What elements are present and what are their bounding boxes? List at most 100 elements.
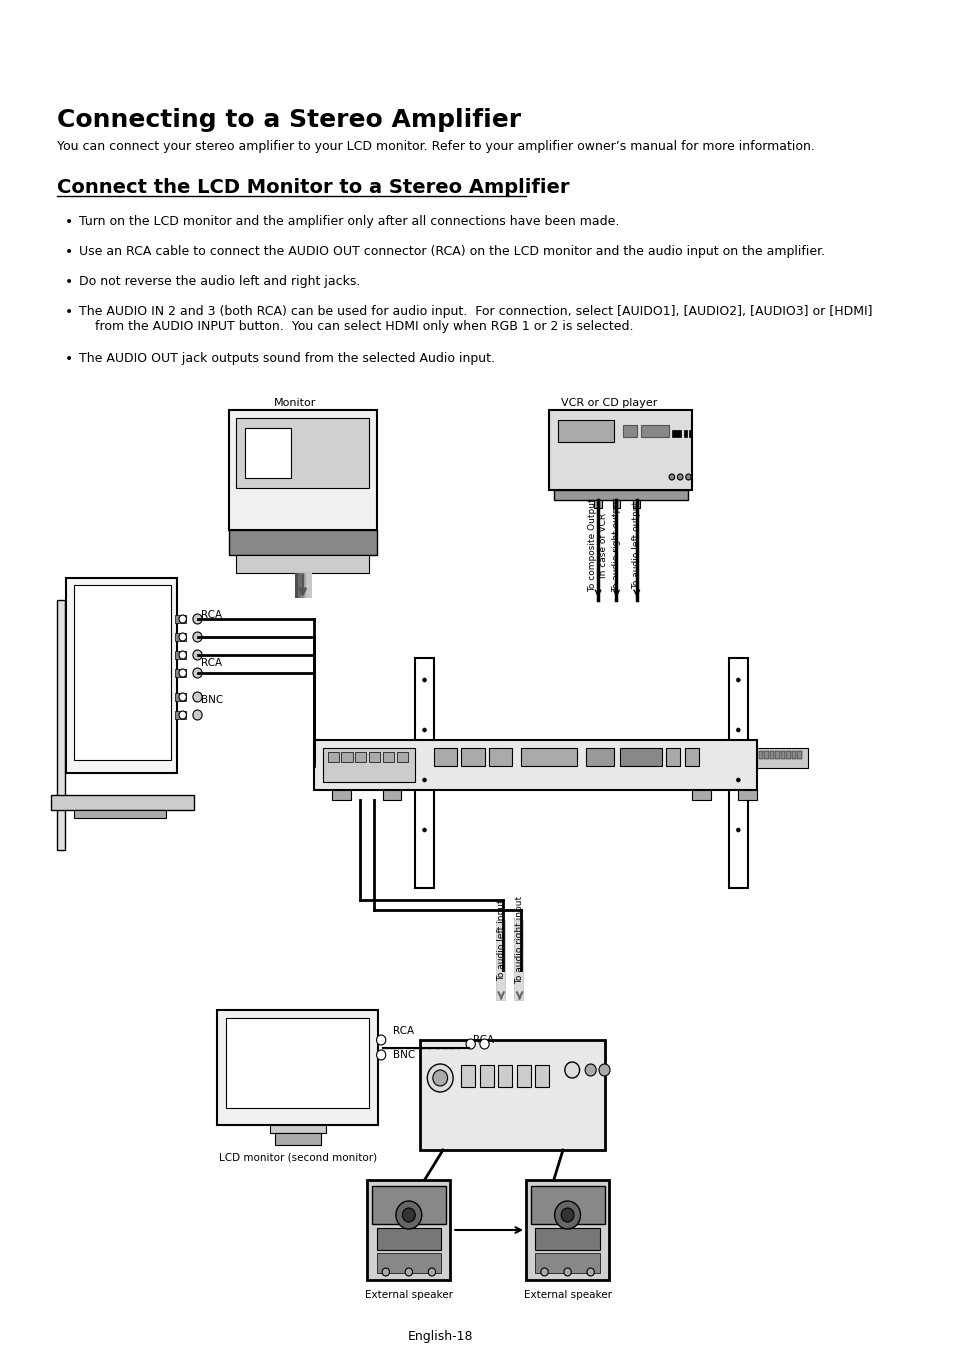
Text: Monitor: Monitor [274,399,316,408]
Text: To audio right input: To audio right input [515,896,523,984]
Bar [376,1252,440,1273]
Text: English-18: English-18 [407,1329,473,1343]
Circle shape [736,728,740,732]
Circle shape [422,828,426,832]
Bar [236,555,369,573]
Bar [236,417,369,488]
Bar [229,409,376,530]
Circle shape [428,1269,436,1275]
Bar [558,420,613,442]
Bar [175,634,186,640]
Circle shape [685,474,691,480]
Bar [769,751,774,759]
Circle shape [668,474,674,480]
Circle shape [179,711,186,719]
Circle shape [193,667,202,678]
Bar [612,500,619,508]
Circle shape [402,1208,415,1223]
Bar [683,430,686,436]
Bar [665,748,679,766]
Circle shape [560,1208,574,1223]
Text: The AUDIO IN 2 and 3 (both RCA) can be used for audio input.  For connection, se: The AUDIO IN 2 and 3 (both RCA) can be u… [79,305,872,332]
Text: You can connect your stereo amplifier to your LCD monitor. Refer to your amplifi: You can connect your stereo amplifier to… [57,141,814,153]
Bar [633,500,639,508]
Text: RCA: RCA [201,658,222,667]
Bar [594,500,601,508]
Circle shape [179,669,186,677]
Bar [535,1228,599,1250]
Text: BNC: BNC [393,1050,415,1061]
Circle shape [193,613,202,624]
Text: RCA: RCA [201,611,222,620]
Circle shape [427,1065,453,1092]
Bar [382,753,394,762]
Bar [728,658,747,888]
Bar [274,1133,321,1146]
Bar [763,751,768,759]
Circle shape [376,1035,385,1046]
Bar [756,748,806,767]
Circle shape [540,1269,548,1275]
Text: •: • [65,305,72,319]
Bar [461,748,484,766]
Bar [684,748,698,766]
Circle shape [179,693,186,701]
Bar [535,1065,549,1088]
Bar [306,573,312,598]
Bar [419,1040,604,1150]
Text: To audio left input: To audio left input [497,900,505,981]
Bar [229,530,376,555]
Bar [461,1065,475,1088]
Bar [355,753,366,762]
Text: •: • [65,245,72,259]
Bar [791,751,796,759]
Bar [775,751,779,759]
Circle shape [677,474,682,480]
Text: External speaker: External speaker [364,1290,453,1300]
Text: •: • [65,353,72,366]
Bar [175,651,186,659]
Circle shape [179,651,186,659]
Text: To audio right output: To audio right output [612,497,620,592]
Bar [521,748,577,766]
Text: Do not reverse the audio left and right jacks.: Do not reverse the audio left and right … [79,276,360,288]
Circle shape [193,692,202,703]
Bar [517,1065,530,1088]
Bar [585,748,613,766]
Bar [314,740,756,790]
Bar [382,790,401,800]
Text: To composite Output
In case of VCR: To composite Output In case of VCR [588,499,607,592]
Bar [73,585,171,761]
Bar [622,426,637,436]
Bar [479,1065,494,1088]
Text: Use an RCA cable to connect the AUDIO OUT connector (RCA) on the LCD monitor and: Use an RCA cable to connect the AUDIO OU… [79,245,824,258]
Text: External speaker: External speaker [523,1290,611,1300]
Circle shape [479,1039,489,1048]
Bar [175,711,186,719]
Bar [619,748,661,766]
Bar [175,615,186,623]
Text: Connecting to a Stereo Amplifier: Connecting to a Stereo Amplifier [57,108,520,132]
Bar [689,430,692,436]
Bar [226,1019,369,1108]
Circle shape [376,1050,385,1061]
Bar [671,430,680,436]
Bar [57,600,65,850]
Bar [640,426,668,436]
Bar [434,748,456,766]
Bar [692,790,710,800]
Circle shape [405,1269,412,1275]
Circle shape [422,678,426,682]
Circle shape [422,728,426,732]
Bar [369,753,380,762]
Circle shape [193,650,202,661]
Bar [73,811,166,817]
Circle shape [395,1201,421,1229]
Bar [244,428,291,478]
Circle shape [564,1062,579,1078]
Bar [67,578,177,773]
Circle shape [584,1065,596,1075]
Circle shape [554,1201,579,1229]
Circle shape [736,778,740,782]
Circle shape [179,615,186,623]
